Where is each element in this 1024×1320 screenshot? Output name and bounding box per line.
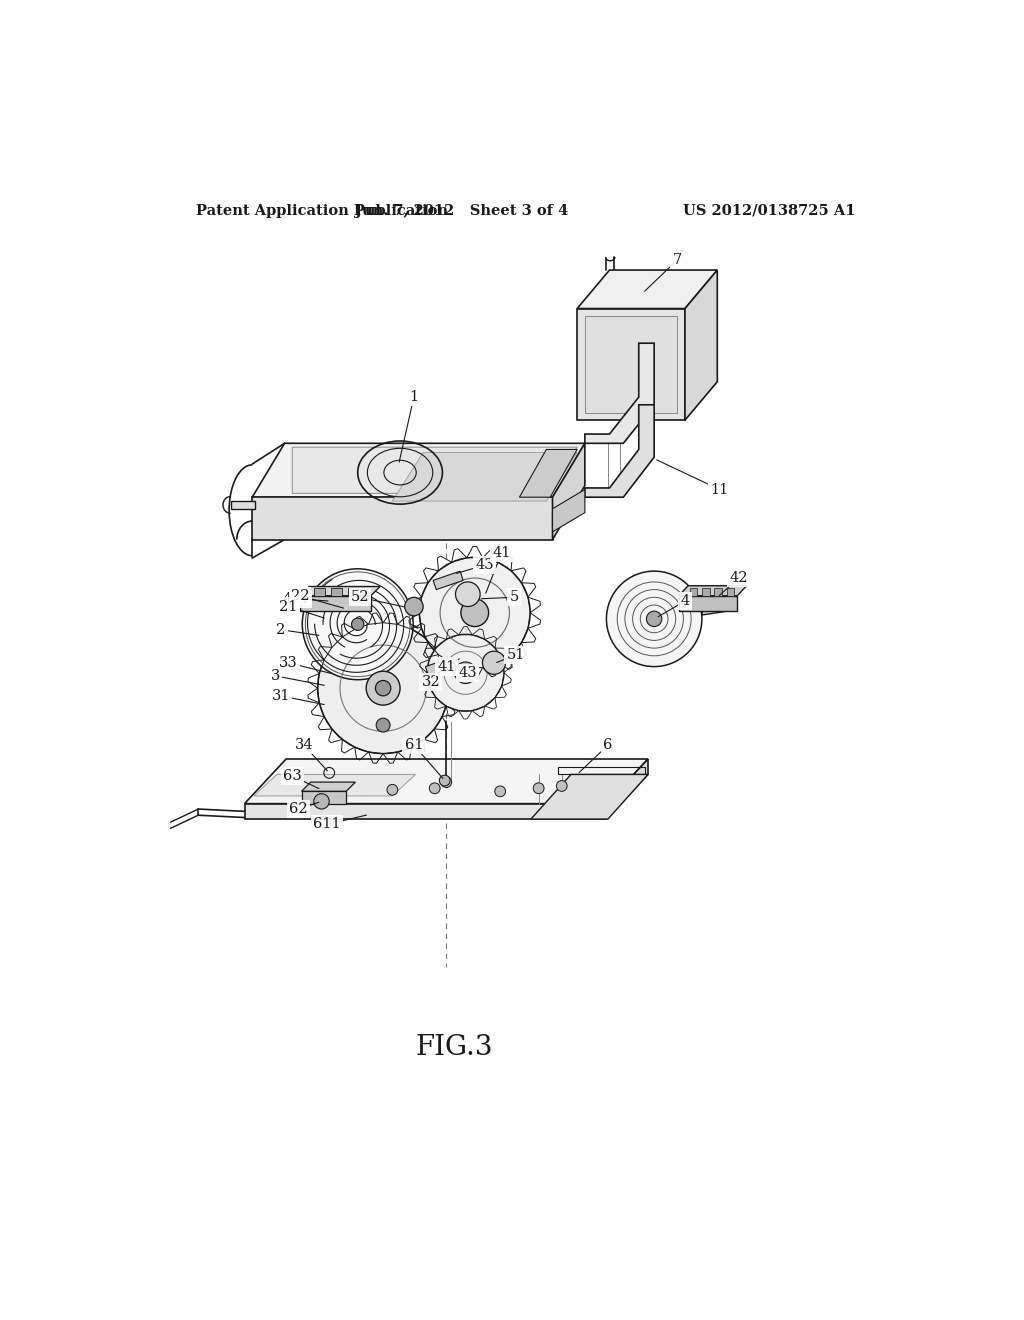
Circle shape bbox=[646, 611, 662, 627]
Text: 21: 21 bbox=[280, 599, 298, 614]
Text: 42: 42 bbox=[730, 572, 749, 585]
Polygon shape bbox=[553, 444, 585, 540]
Text: 43: 43 bbox=[459, 665, 477, 680]
Text: 32: 32 bbox=[422, 675, 440, 689]
Text: 62: 62 bbox=[289, 803, 308, 816]
Circle shape bbox=[376, 681, 391, 696]
Polygon shape bbox=[606, 759, 648, 818]
Polygon shape bbox=[679, 595, 737, 611]
Circle shape bbox=[429, 783, 440, 793]
Circle shape bbox=[495, 785, 506, 797]
Circle shape bbox=[387, 784, 397, 795]
Polygon shape bbox=[578, 309, 685, 420]
Text: Patent Application Publication: Patent Application Publication bbox=[196, 203, 449, 218]
Text: 1: 1 bbox=[410, 391, 419, 404]
Circle shape bbox=[317, 623, 449, 754]
Text: 611: 611 bbox=[313, 817, 341, 832]
Text: 43: 43 bbox=[475, 558, 494, 572]
Text: 63: 63 bbox=[283, 770, 302, 783]
Circle shape bbox=[456, 582, 480, 607]
Polygon shape bbox=[300, 595, 371, 611]
Text: 3: 3 bbox=[270, 669, 280, 682]
Text: 61: 61 bbox=[404, 738, 423, 752]
Circle shape bbox=[534, 783, 544, 793]
Polygon shape bbox=[685, 271, 717, 420]
Circle shape bbox=[367, 671, 400, 705]
Text: 7: 7 bbox=[673, 253, 682, 267]
Circle shape bbox=[302, 569, 413, 680]
Circle shape bbox=[376, 718, 390, 733]
Polygon shape bbox=[701, 597, 730, 615]
Polygon shape bbox=[392, 453, 578, 502]
Bar bbox=[689, 589, 697, 595]
Text: 51: 51 bbox=[507, 648, 524, 663]
Polygon shape bbox=[301, 792, 346, 804]
Text: 22: 22 bbox=[291, 589, 309, 603]
Circle shape bbox=[404, 597, 423, 615]
Polygon shape bbox=[252, 444, 585, 498]
Text: 33: 33 bbox=[279, 656, 298, 669]
Polygon shape bbox=[252, 498, 553, 540]
Polygon shape bbox=[245, 759, 648, 804]
Bar bbox=[727, 589, 734, 595]
Circle shape bbox=[455, 663, 476, 684]
Text: 52: 52 bbox=[351, 590, 370, 605]
Circle shape bbox=[482, 651, 506, 675]
Circle shape bbox=[439, 775, 451, 785]
Text: US 2012/0138725 A1: US 2012/0138725 A1 bbox=[683, 203, 856, 218]
Text: Jun. 7, 2012   Sheet 3 of 4: Jun. 7, 2012 Sheet 3 of 4 bbox=[355, 203, 568, 218]
Text: 5: 5 bbox=[509, 590, 518, 605]
Polygon shape bbox=[585, 317, 677, 412]
Polygon shape bbox=[254, 775, 416, 796]
Text: 31: 31 bbox=[271, 689, 290, 702]
Text: 421: 421 bbox=[283, 591, 310, 606]
Circle shape bbox=[313, 793, 330, 809]
Polygon shape bbox=[433, 572, 463, 590]
Circle shape bbox=[441, 776, 452, 788]
Text: 2: 2 bbox=[276, 623, 286, 636]
Bar bbox=[348, 589, 358, 595]
Polygon shape bbox=[679, 586, 746, 595]
Text: 6: 6 bbox=[603, 738, 612, 752]
Polygon shape bbox=[553, 490, 585, 532]
Text: FIG.3: FIG.3 bbox=[415, 1035, 493, 1061]
Polygon shape bbox=[245, 804, 606, 818]
Bar bbox=[701, 589, 710, 595]
Text: 11: 11 bbox=[711, 483, 729, 496]
Circle shape bbox=[351, 618, 364, 631]
Circle shape bbox=[556, 780, 567, 792]
Text: 41: 41 bbox=[437, 660, 456, 673]
Text: 4: 4 bbox=[680, 594, 689, 609]
Polygon shape bbox=[230, 502, 255, 508]
Polygon shape bbox=[578, 271, 717, 309]
Polygon shape bbox=[531, 775, 648, 818]
Circle shape bbox=[461, 599, 488, 627]
Polygon shape bbox=[300, 586, 380, 595]
Circle shape bbox=[427, 635, 504, 711]
Polygon shape bbox=[585, 405, 654, 498]
Text: 41: 41 bbox=[493, 545, 511, 560]
Circle shape bbox=[606, 572, 701, 667]
Polygon shape bbox=[292, 447, 578, 494]
Bar bbox=[331, 589, 342, 595]
Polygon shape bbox=[585, 343, 654, 444]
Polygon shape bbox=[425, 657, 456, 676]
Circle shape bbox=[419, 557, 530, 668]
Bar bbox=[313, 589, 325, 595]
Polygon shape bbox=[301, 781, 355, 792]
Text: 34: 34 bbox=[295, 738, 313, 752]
Bar bbox=[714, 589, 722, 595]
Polygon shape bbox=[519, 449, 578, 498]
